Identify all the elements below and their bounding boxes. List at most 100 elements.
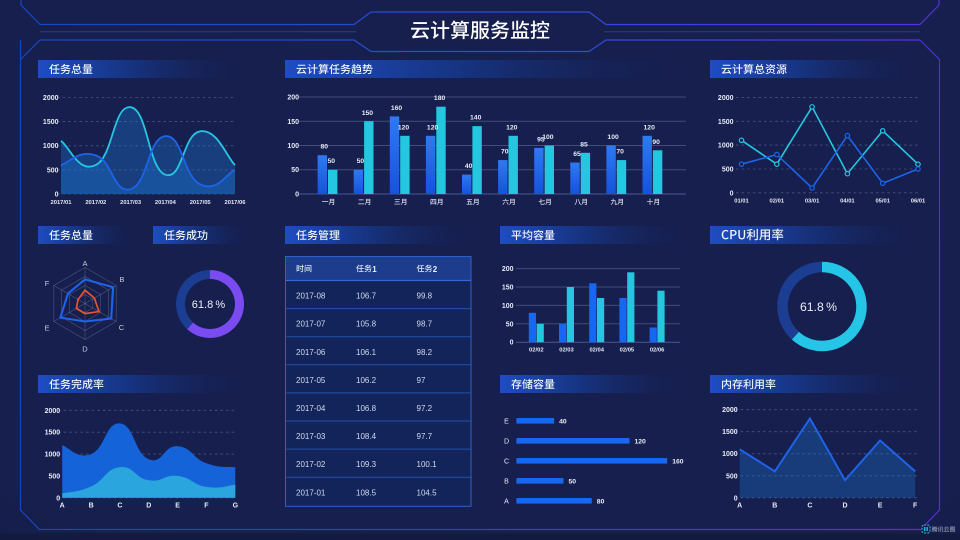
svg-text:120: 120 <box>635 438 647 445</box>
svg-text:120: 120 <box>398 124 410 131</box>
svg-text:2: 2 <box>433 265 438 274</box>
svg-text:1000: 1000 <box>43 143 59 150</box>
svg-text:80: 80 <box>597 498 605 505</box>
svg-text:A: A <box>60 503 65 510</box>
svg-text:C: C <box>807 503 812 510</box>
svg-text:160: 160 <box>672 458 684 465</box>
svg-text:106.7: 106.7 <box>356 292 377 301</box>
svg-text:50: 50 <box>328 158 336 165</box>
svg-text:150: 150 <box>362 110 374 117</box>
svg-text:2017-04: 2017-04 <box>296 404 326 413</box>
svg-text:02/03: 02/03 <box>559 347 574 353</box>
svg-text:2017-08: 2017-08 <box>296 292 326 301</box>
svg-text:02/05: 02/05 <box>620 347 635 353</box>
svg-text:02/04: 02/04 <box>589 347 604 353</box>
svg-text:106.2: 106.2 <box>356 376 377 385</box>
svg-text:97.7: 97.7 <box>417 432 433 441</box>
svg-text:50: 50 <box>569 478 577 485</box>
svg-text:C: C <box>117 503 122 510</box>
svg-text:140: 140 <box>470 115 482 122</box>
svg-text:F: F <box>45 279 50 288</box>
svg-text:01/01: 01/01 <box>734 198 749 204</box>
svg-text:2000: 2000 <box>722 407 738 414</box>
svg-text:2017-03: 2017-03 <box>296 432 326 441</box>
svg-text:100: 100 <box>607 134 619 141</box>
svg-text:02/01: 02/01 <box>770 198 785 204</box>
svg-text:1500: 1500 <box>718 119 734 126</box>
svg-text:500: 500 <box>49 473 61 480</box>
svg-text:2017/05: 2017/05 <box>190 200 212 206</box>
svg-text:0: 0 <box>730 190 734 197</box>
svg-text:05/01: 05/01 <box>875 198 890 204</box>
svg-text:2017/06: 2017/06 <box>225 200 247 206</box>
svg-text:1000: 1000 <box>718 143 734 150</box>
svg-text:100: 100 <box>287 143 299 150</box>
svg-text:D: D <box>842 503 847 510</box>
svg-text:02/06: 02/06 <box>650 347 665 353</box>
svg-text:A: A <box>737 503 742 510</box>
svg-text:70: 70 <box>501 149 509 156</box>
svg-text:E: E <box>44 324 49 333</box>
svg-text:06/01: 06/01 <box>911 198 926 204</box>
svg-text:50: 50 <box>506 321 514 328</box>
svg-text:2017/03: 2017/03 <box>120 200 142 206</box>
svg-text:2017/04: 2017/04 <box>155 200 177 206</box>
svg-text:104.5: 104.5 <box>417 488 438 497</box>
svg-text:F: F <box>913 503 918 510</box>
svg-text:1500: 1500 <box>45 430 61 437</box>
svg-text:100: 100 <box>542 134 554 141</box>
svg-text:98.2: 98.2 <box>417 348 433 357</box>
svg-text:500: 500 <box>47 167 59 174</box>
svg-text:E: E <box>175 503 180 510</box>
svg-text:200: 200 <box>502 266 514 273</box>
svg-text:E: E <box>504 419 509 426</box>
svg-text:1: 1 <box>372 265 377 274</box>
svg-text:200: 200 <box>287 95 299 102</box>
svg-text:02/02: 02/02 <box>529 347 544 353</box>
svg-text:D: D <box>82 344 88 353</box>
svg-text:0: 0 <box>510 340 514 347</box>
svg-text:500: 500 <box>726 473 738 480</box>
svg-text:D: D <box>146 503 151 510</box>
svg-text:98.7: 98.7 <box>417 320 433 329</box>
svg-text:106.8: 106.8 <box>356 404 377 413</box>
svg-text:B: B <box>89 503 94 510</box>
svg-text:80: 80 <box>321 144 329 151</box>
svg-text:150: 150 <box>287 119 299 126</box>
svg-text:100: 100 <box>502 303 514 310</box>
svg-text:40: 40 <box>559 418 567 425</box>
svg-text:2017/02: 2017/02 <box>85 200 106 206</box>
svg-text:1000: 1000 <box>45 452 61 459</box>
svg-text:B: B <box>772 503 777 510</box>
svg-text:40: 40 <box>465 163 473 170</box>
svg-text:C: C <box>119 323 125 332</box>
svg-text:61.8 %: 61.8 % <box>192 299 226 311</box>
svg-text:1500: 1500 <box>43 119 59 126</box>
svg-text:99.8: 99.8 <box>417 292 433 301</box>
svg-text:A: A <box>504 499 509 506</box>
svg-text:97: 97 <box>417 376 426 385</box>
svg-text:65: 65 <box>573 151 581 158</box>
svg-text:2017-05: 2017-05 <box>296 376 326 385</box>
svg-text:2017/01: 2017/01 <box>51 200 73 206</box>
svg-text:109.3: 109.3 <box>356 460 377 469</box>
svg-text:120: 120 <box>506 124 518 131</box>
svg-text:2000: 2000 <box>43 95 59 102</box>
svg-text:04/01: 04/01 <box>840 198 855 204</box>
svg-text:G: G <box>233 503 239 510</box>
svg-text:B: B <box>504 479 509 486</box>
svg-text:70: 70 <box>616 149 624 156</box>
svg-text:2017-01: 2017-01 <box>296 488 326 497</box>
svg-text:90: 90 <box>652 139 660 146</box>
svg-text:2000: 2000 <box>45 408 61 415</box>
svg-text:A: A <box>82 259 87 268</box>
svg-text:C: C <box>504 459 509 466</box>
svg-text:61.8 %: 61.8 % <box>800 300 837 314</box>
svg-text:180: 180 <box>434 95 446 102</box>
svg-text:50: 50 <box>291 167 299 174</box>
svg-text:E: E <box>878 503 883 510</box>
svg-text:100.1: 100.1 <box>417 460 438 469</box>
svg-text:85: 85 <box>580 141 588 148</box>
svg-text:105.8: 105.8 <box>356 320 377 329</box>
svg-text:120: 120 <box>427 124 439 131</box>
